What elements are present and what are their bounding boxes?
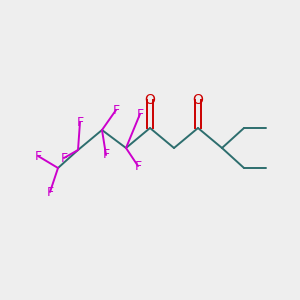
Text: F: F: [76, 116, 84, 128]
Text: O: O: [193, 93, 203, 107]
Text: F: F: [134, 160, 142, 172]
Text: F: F: [112, 103, 120, 116]
Text: F: F: [102, 148, 110, 161]
Text: F: F: [136, 107, 144, 121]
Text: F: F: [60, 152, 68, 164]
Text: F: F: [46, 185, 54, 199]
Text: F: F: [34, 149, 42, 163]
Text: O: O: [145, 93, 155, 107]
